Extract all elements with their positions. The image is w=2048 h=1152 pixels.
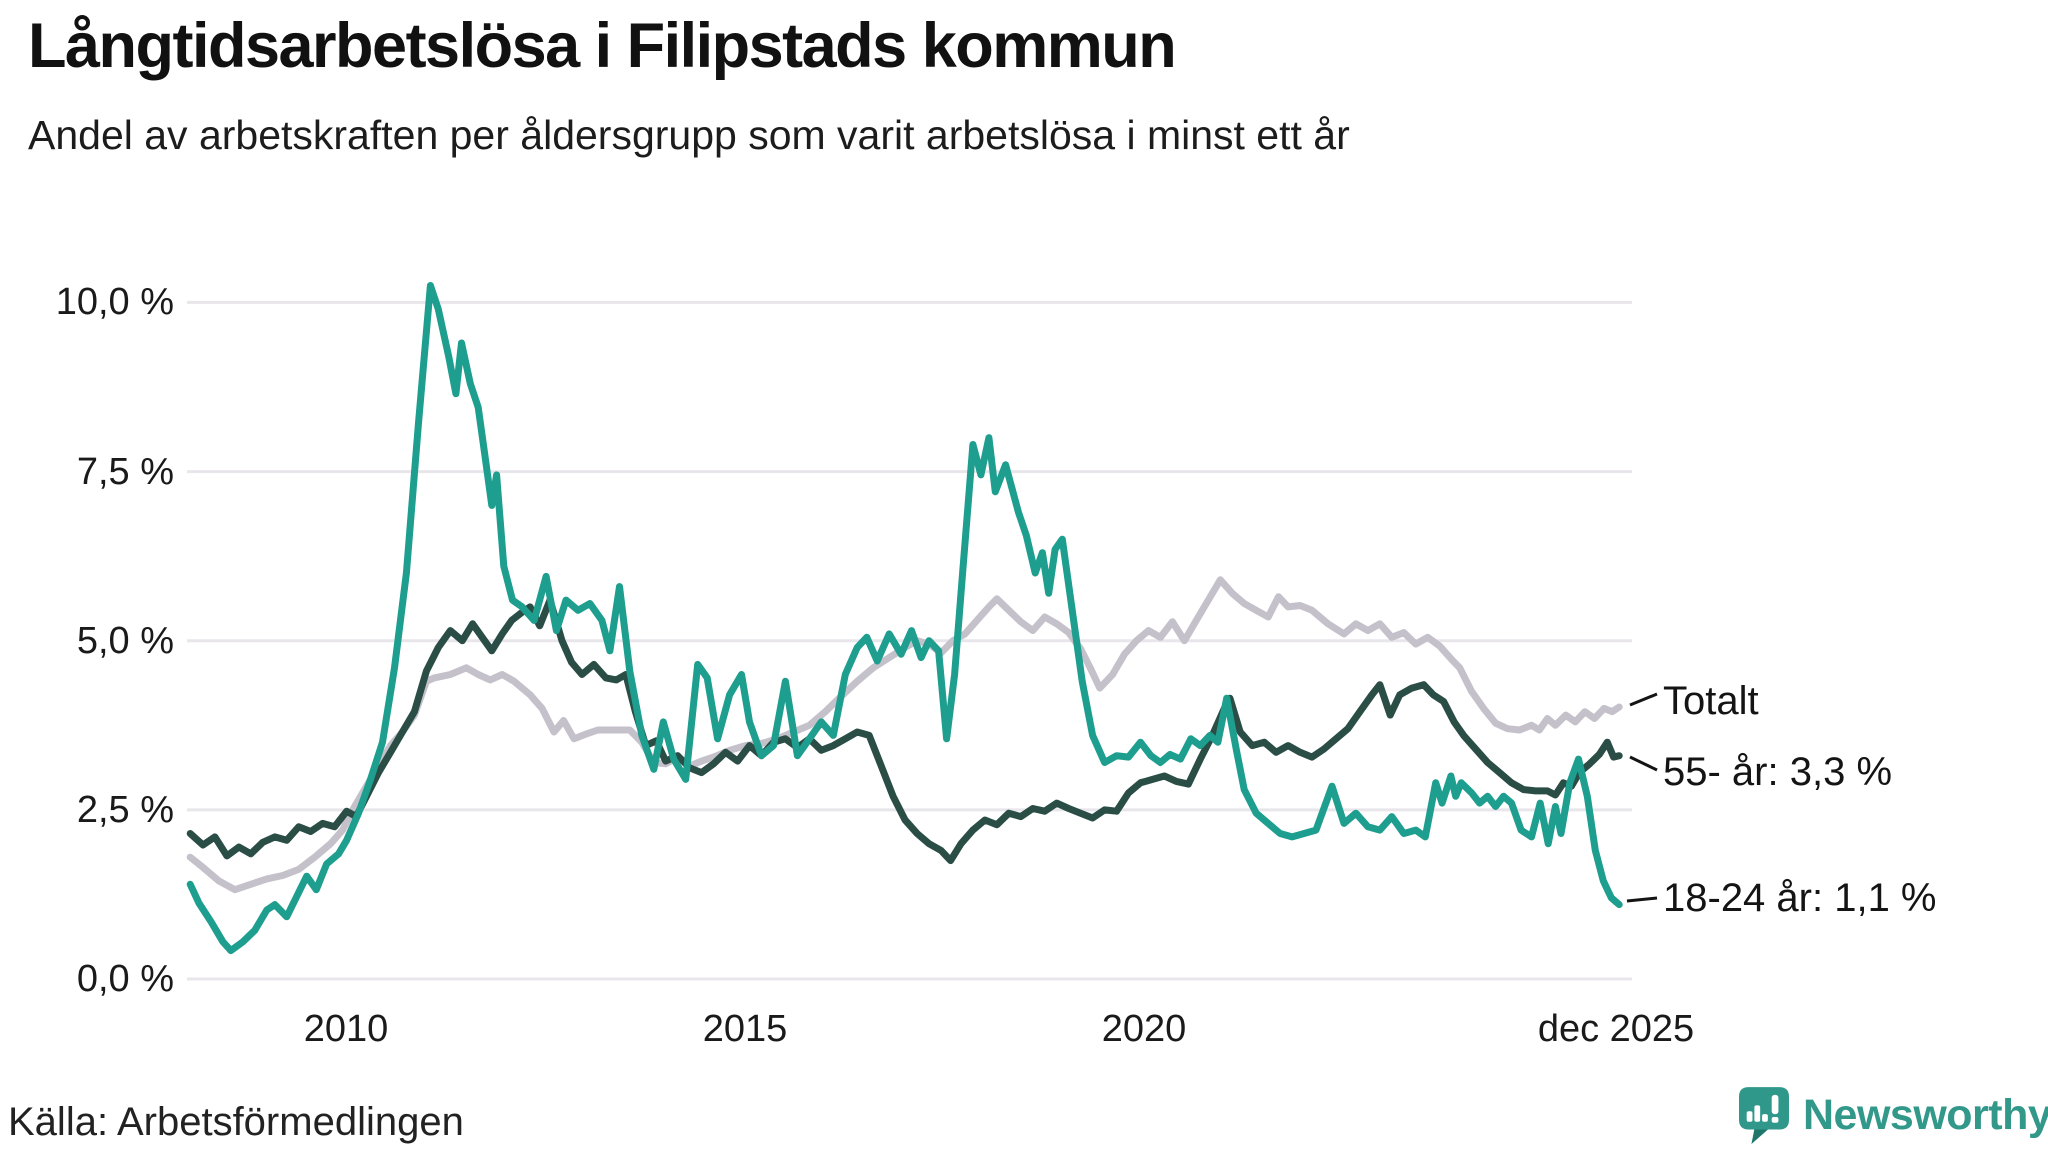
page-title: Långtidsarbetslösa i Filipstads kommun — [28, 11, 1177, 81]
x-axis-tick-label: 2020 — [1101, 1008, 1187, 1050]
newsworthy-logo-icon — [1739, 1087, 1789, 1144]
series-line-55-ar — [186, 596, 1623, 865]
newsworthy-wordmark: Newsworthy — [1803, 1091, 2048, 1139]
y-axis-tick-label: 5,0 % — [76, 620, 174, 662]
series-line-totalt — [186, 576, 1623, 894]
series-line-18-24-ar — [186, 282, 1623, 955]
x-axis-tick-label: dec 2025 — [1537, 1008, 1695, 1050]
x-axis-tick-label: 2015 — [702, 1008, 788, 1050]
label-connector — [1629, 692, 1658, 707]
series-end-label-55-ar: 55- år: 3,3 % — [1663, 750, 1893, 794]
series-end-label-18-24-ar: 18-24 år: 1,1 % — [1663, 876, 1937, 920]
source-note: Källa: Arbetsförmedlingen — [8, 1100, 464, 1144]
y-axis-tick-label: 0,0 % — [76, 958, 174, 1000]
label-connector — [1629, 755, 1658, 772]
label-connector — [1626, 896, 1658, 903]
y-axis-tick-label: 7,5 % — [76, 451, 174, 493]
y-axis-tick-label: 10,0 % — [55, 281, 174, 323]
x-axis-tick-label: 2010 — [303, 1008, 389, 1050]
page-subtitle: Andel av arbetskraften per åldersgrupp s… — [28, 112, 1350, 158]
series-end-label-totalt: Totalt — [1663, 679, 1759, 723]
y-axis-tick-label: 2,5 % — [76, 789, 174, 831]
newsworthy-logo: Newsworthy — [1739, 1086, 2048, 1146]
